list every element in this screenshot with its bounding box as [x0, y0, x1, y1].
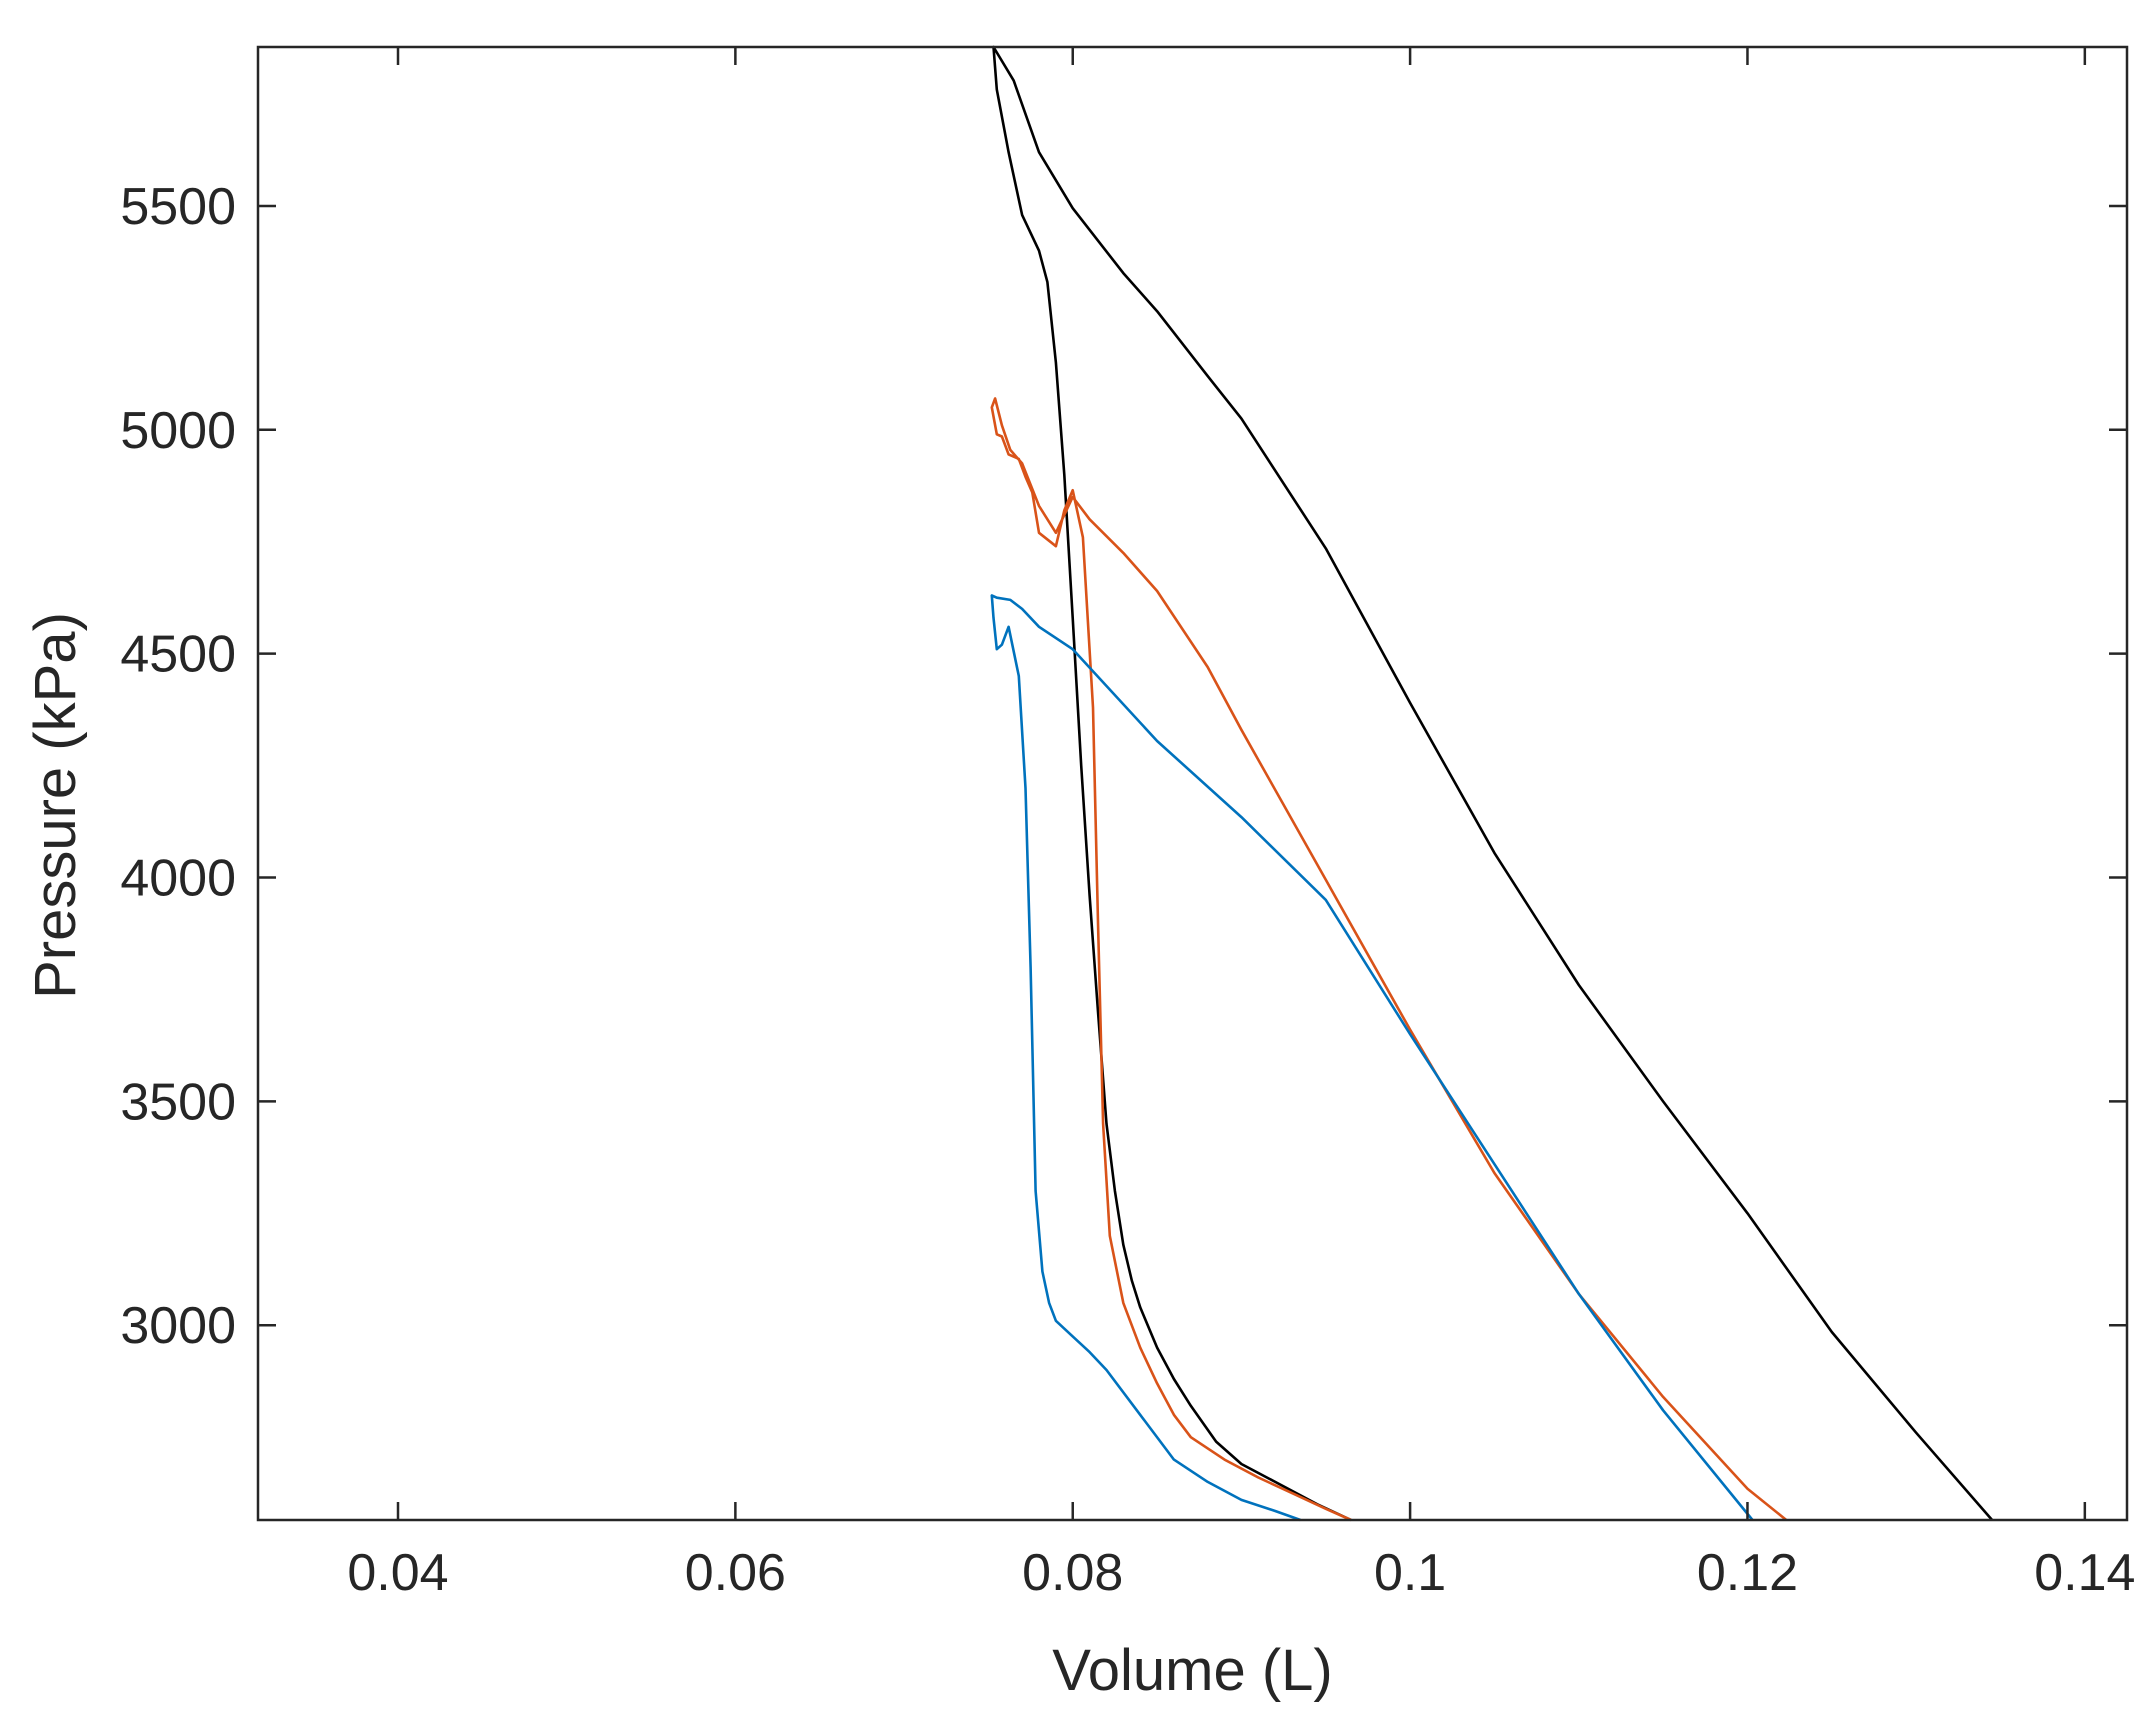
x-tick-label: 0.1 [1374, 1544, 1446, 1602]
series-line-2 [990, 397, 1788, 1522]
y-tick-label: 4000 [120, 850, 236, 908]
y-tick-label: 5500 [120, 178, 236, 236]
series-line-1 [992, 45, 1994, 1522]
y-axis-title: Pressure (kPa) [23, 612, 88, 999]
x-tick-label: 0.06 [685, 1544, 786, 1602]
x-axis-title: Volume (L) [1052, 1638, 1332, 1703]
x-tick-label: 0.12 [1697, 1544, 1798, 1602]
plot-area-border [256, 45, 2129, 1522]
series-layer [990, 45, 1994, 1522]
y-tick-label: 4500 [120, 626, 236, 684]
series-line-3 [990, 594, 1754, 1522]
x-tick-label: 0.14 [2034, 1544, 2135, 1602]
y-tick-label: 5000 [120, 402, 236, 460]
ticks-layer: 0.04 0.06 0.08 0.1 0.12 0.14 3000 3500 4000 4500 5… [120, 47, 2135, 1602]
x-tick-label: 0.04 [347, 1544, 448, 1602]
y-tick-label: 3000 [120, 1297, 236, 1355]
x-tick-label: 0.08 [1022, 1544, 1123, 1602]
y-tick-label: 3500 [120, 1073, 236, 1131]
